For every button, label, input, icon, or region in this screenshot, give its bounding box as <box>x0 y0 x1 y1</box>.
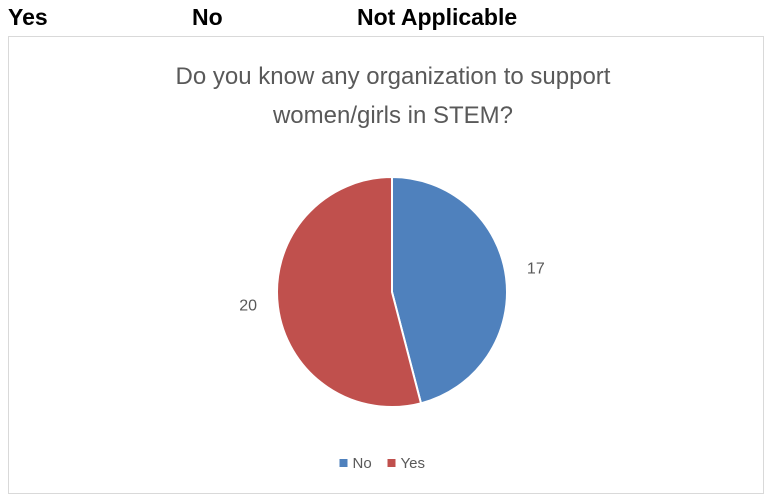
legend-label-no: No <box>353 455 372 472</box>
pie-slice-yes <box>276 175 423 408</box>
data-label-yes: 20 <box>239 297 257 314</box>
legend-label-yes: Yes <box>401 455 425 472</box>
header-label-no: No <box>192 4 223 30</box>
header-label-yes: Yes <box>8 4 48 30</box>
chart-title-line-2: women/girls in STEM? <box>272 102 513 129</box>
pie-slices <box>276 175 508 408</box>
data-label-no: 17 <box>527 261 545 278</box>
header-labels: Yes No Not Applicable <box>0 0 766 34</box>
pie-slice-no <box>391 175 508 405</box>
chart-legend: No Yes <box>339 455 425 472</box>
header-label-not-applicable: Not Applicable <box>357 4 518 30</box>
legend-swatch-yes <box>387 459 396 467</box>
chart-title-line-1: Do you know any organization to support <box>176 63 611 90</box>
legend-swatch-no <box>339 459 348 467</box>
chart-frame <box>8 36 764 494</box>
